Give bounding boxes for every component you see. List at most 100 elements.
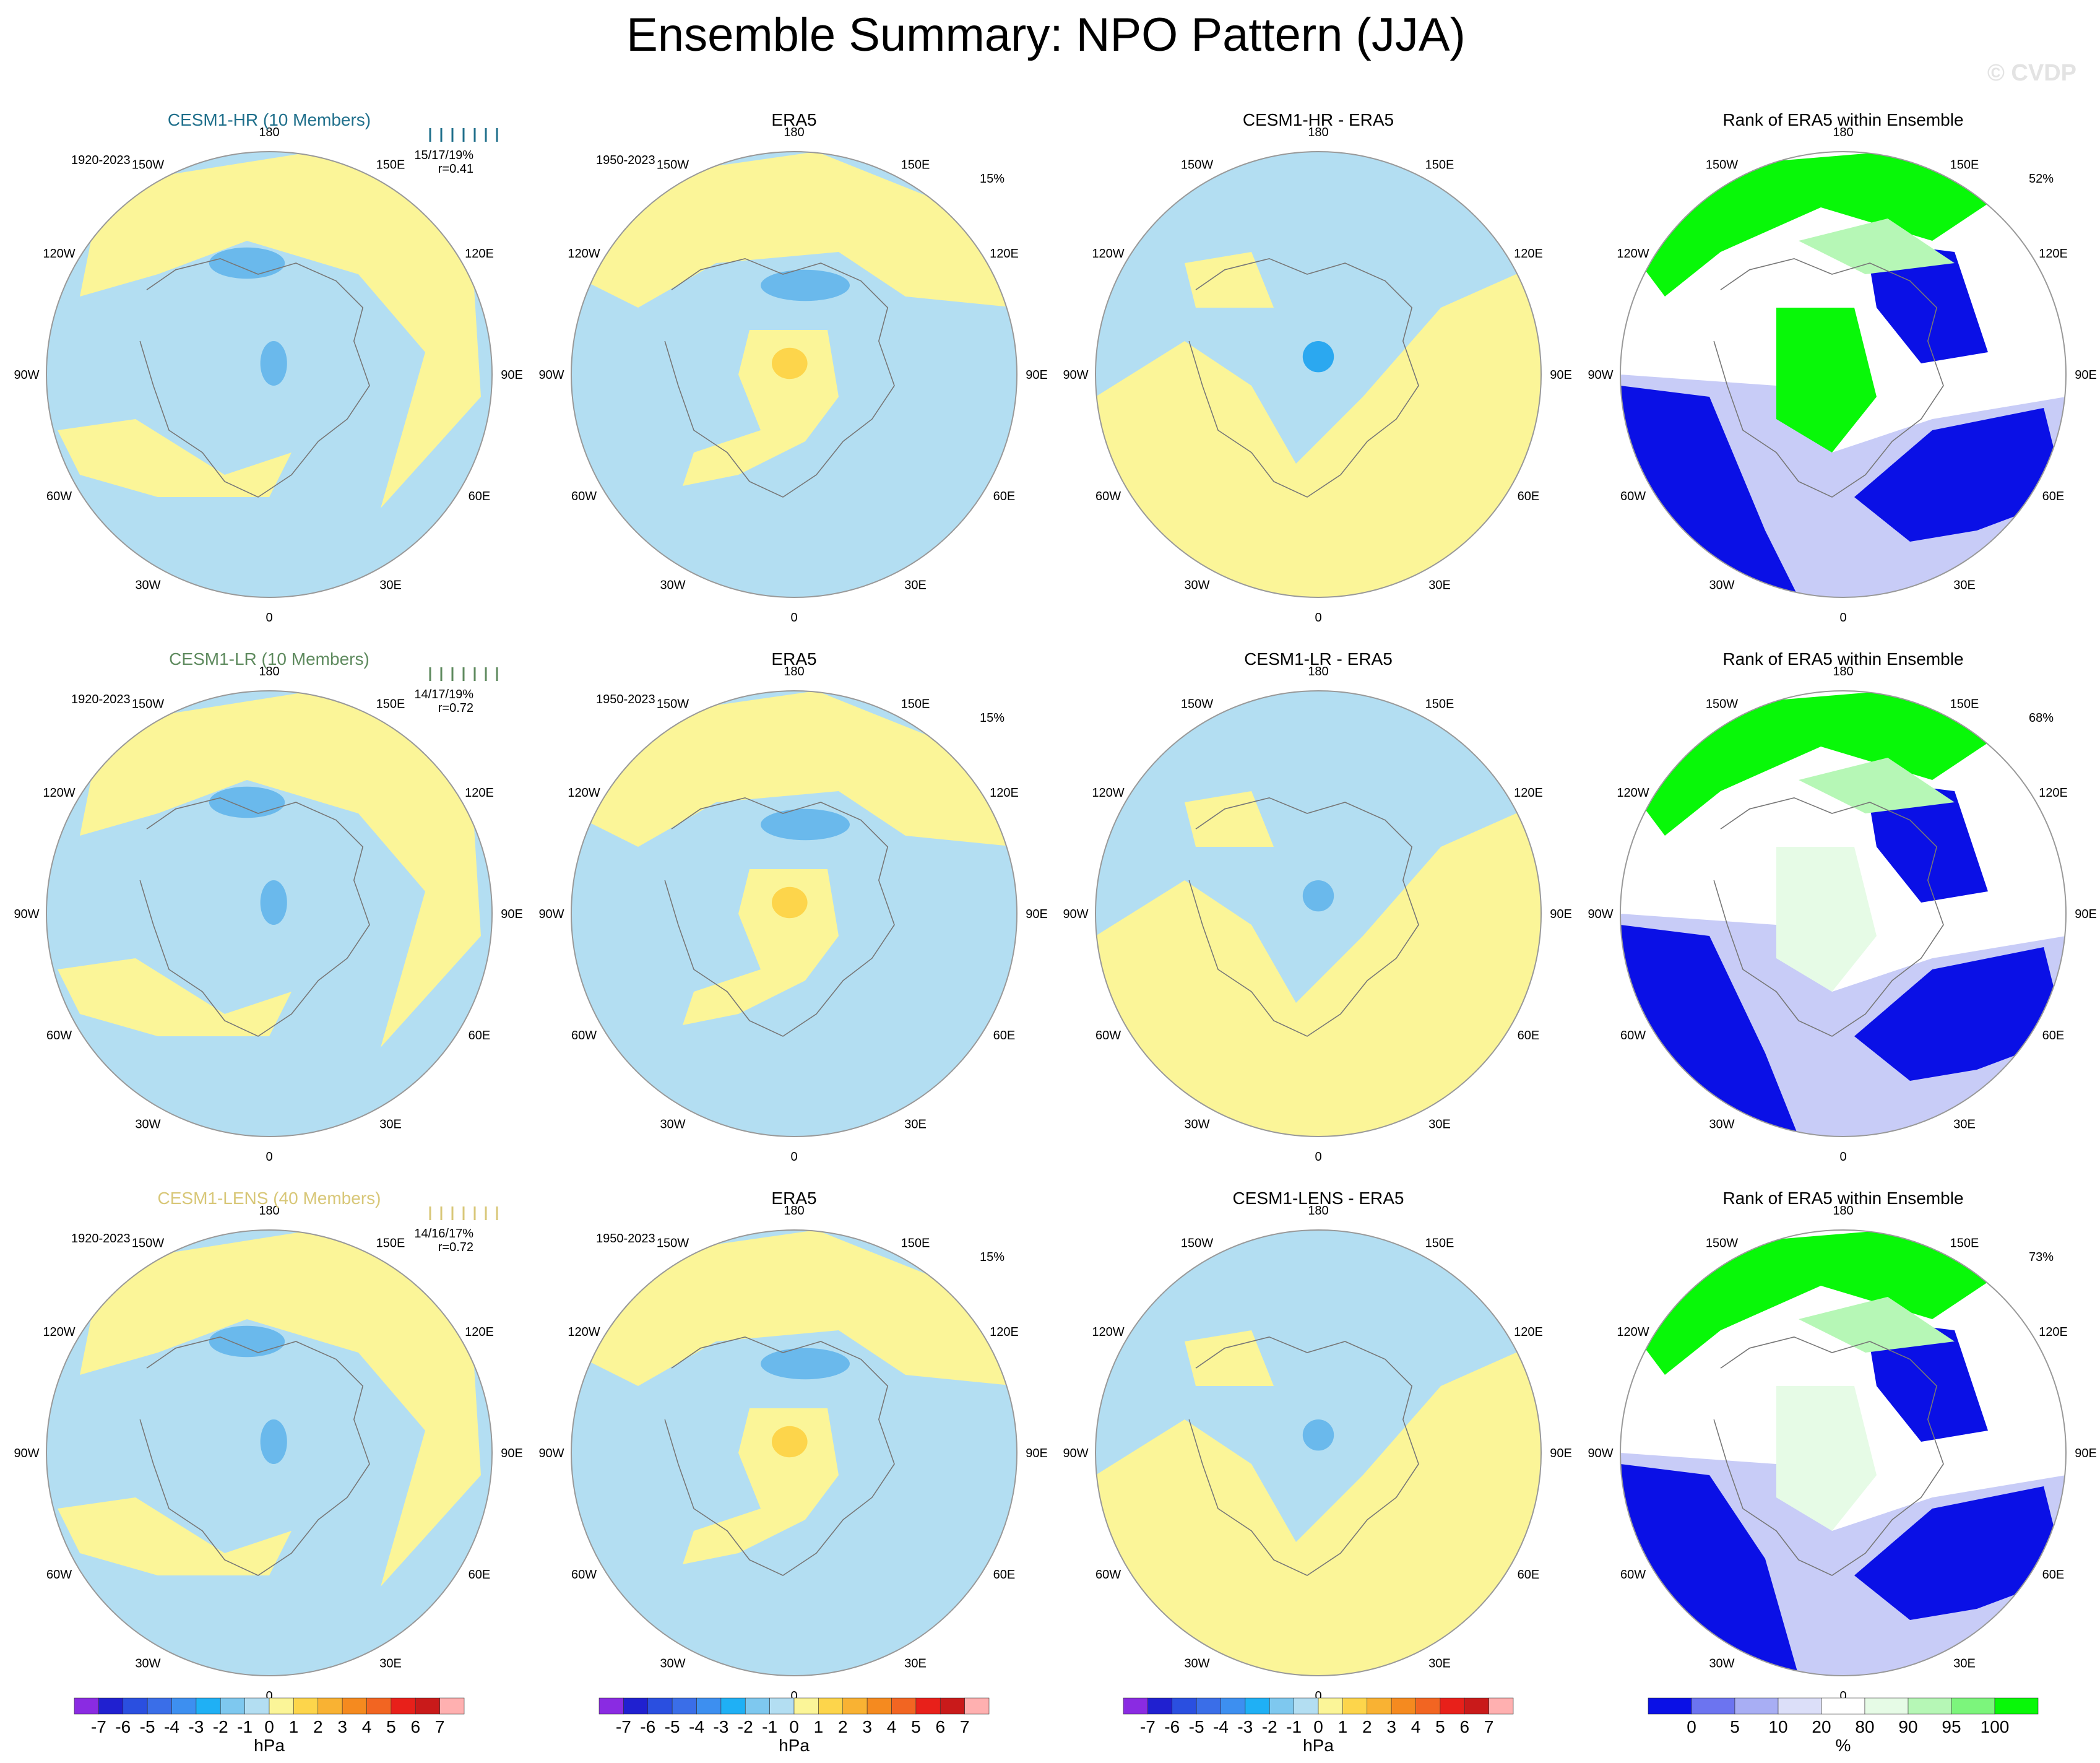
colorbar-tick-label: 7 bbox=[960, 1717, 970, 1736]
colorbar-tick-label: -1 bbox=[762, 1717, 777, 1736]
colorbar-swatch bbox=[1951, 1697, 1995, 1715]
negative-anomaly-pole bbox=[1302, 880, 1334, 912]
colorbar-tick-label: 6 bbox=[1459, 1717, 1469, 1736]
colorbar-swatch bbox=[1172, 1697, 1197, 1715]
longitude-label: 150W bbox=[657, 1237, 689, 1250]
coastline bbox=[1713, 1336, 1944, 1576]
colorbar-swatch bbox=[866, 1697, 892, 1715]
colorbar-swatch bbox=[147, 1697, 172, 1715]
colorbar-tick-label: 5 bbox=[1435, 1717, 1445, 1736]
positive-anomaly-north bbox=[80, 1230, 481, 1587]
panel-r3-c2: 180 150E 120E 90E 60E 30E 0 30W 60W 90W 120W 150W ER… bbox=[538, 1189, 1047, 1703]
model-stats: 15/17/19% bbox=[414, 149, 473, 162]
rank-low-region-north bbox=[1865, 780, 1988, 903]
longitude-label: 90E bbox=[1550, 907, 1572, 921]
longitude-label: 150W bbox=[132, 1237, 164, 1250]
coastline bbox=[139, 258, 370, 498]
colorbar-unit: % bbox=[1836, 1736, 1851, 1755]
colorbar-swatch bbox=[891, 1697, 917, 1715]
member-label: CESM1-HR (10 Members) bbox=[168, 110, 371, 129]
longitude-label: 60W bbox=[1095, 1568, 1121, 1582]
longitude-label: 60E bbox=[2042, 1568, 2065, 1582]
colorbar-tick-label: -7 bbox=[616, 1717, 631, 1736]
positive-anomaly-north bbox=[571, 1230, 1017, 1386]
colorbar-tick-label: -1 bbox=[1286, 1717, 1302, 1736]
colorbar-swatch bbox=[745, 1697, 770, 1715]
colorbar-tick-label: -5 bbox=[1189, 1717, 1204, 1736]
longitude-label: 90E bbox=[1026, 1447, 1048, 1460]
colorbar-swatch bbox=[1123, 1697, 1148, 1715]
longitude-label: 90W bbox=[14, 907, 39, 921]
longitude-label: 90W bbox=[538, 368, 564, 382]
obs-pct: 15% bbox=[980, 172, 1005, 186]
colorbar-tick-label: 4 bbox=[887, 1717, 897, 1736]
longitude-label: 60E bbox=[993, 490, 1016, 503]
longitude-label: 30E bbox=[1428, 1657, 1451, 1670]
longitude-label: 90W bbox=[1063, 368, 1088, 382]
positive-anomaly-south bbox=[1095, 802, 1541, 1137]
longitude-label: 60W bbox=[1095, 1029, 1121, 1042]
longitude-label: 180 bbox=[784, 1204, 804, 1218]
map-boundary bbox=[571, 1229, 1018, 1676]
model-r: r=0.72 bbox=[438, 1241, 473, 1254]
coastline bbox=[1188, 797, 1419, 1037]
longitude-label: 30W bbox=[1184, 578, 1209, 592]
panel-r3-c1: 180 150E 120E 90E 60E 30E 0 30W 60W 90W 120W 150W CE… bbox=[14, 1189, 522, 1703]
positive-anomaly-northwest bbox=[1185, 1330, 1274, 1386]
longitude-label: 0 bbox=[790, 611, 797, 625]
obs-pct: 15% bbox=[980, 1250, 1005, 1264]
longitude-label: 120E bbox=[990, 1325, 1019, 1339]
colorbar-tick-label: -7 bbox=[91, 1717, 106, 1736]
longitude-label: 30W bbox=[1184, 1657, 1209, 1670]
watermark: © CVDP bbox=[1987, 60, 2076, 86]
positive-anomaly-atlantic bbox=[58, 419, 292, 497]
longitude-label: 60W bbox=[571, 1029, 597, 1042]
longitude-label: 180 bbox=[1308, 126, 1328, 139]
rank-high-region bbox=[1631, 152, 1999, 297]
longitude-label: 150E bbox=[1950, 1237, 1979, 1250]
longitude-label: 0 bbox=[1839, 611, 1846, 625]
longitude-label: 150W bbox=[1706, 158, 1738, 172]
colorbar-unit: hPa bbox=[779, 1736, 810, 1755]
longitude-label: 150W bbox=[1706, 1237, 1738, 1250]
longitude-label: 90W bbox=[1063, 1447, 1088, 1460]
longitude-label: 150W bbox=[1181, 158, 1213, 172]
colorbar-swatch bbox=[1269, 1697, 1294, 1715]
longitude-label: 30W bbox=[135, 578, 160, 592]
longitude-label: 60E bbox=[469, 1029, 491, 1042]
rank-high-center bbox=[1776, 1386, 1877, 1531]
positive-anomaly-atlantic bbox=[58, 1497, 292, 1575]
panel-r3-c3: 180 150E 120E 90E 60E 30E 0 30W 60W 90W 120W 150W CE… bbox=[1063, 1189, 1571, 1703]
longitude-label: 150W bbox=[1181, 1237, 1213, 1250]
longitude-label: 150E bbox=[1950, 698, 1979, 711]
longitude-label: 150E bbox=[376, 698, 405, 711]
coastline bbox=[1188, 258, 1419, 498]
negative-anomaly-pole bbox=[1302, 341, 1334, 373]
longitude-label: 30E bbox=[904, 578, 927, 592]
colorbar-swatch bbox=[1196, 1697, 1221, 1715]
longitude-label: 60E bbox=[1518, 490, 1540, 503]
obs-period: 1950-2023 bbox=[596, 693, 655, 706]
longitude-label: 30W bbox=[1709, 578, 1734, 592]
longitude-label: 120W bbox=[43, 1325, 75, 1339]
longitude-label: 120W bbox=[1617, 247, 1649, 261]
map-2-3 bbox=[1095, 691, 1541, 1137]
longitude-label: 30E bbox=[379, 1117, 402, 1131]
map-boundary bbox=[1620, 1229, 2067, 1676]
obs-title: ERA5 bbox=[771, 110, 816, 129]
map-boundary bbox=[1095, 151, 1542, 598]
colorbar-swatch bbox=[1415, 1697, 1441, 1715]
longitude-label: 120E bbox=[2039, 786, 2068, 800]
longitude-label: 180 bbox=[784, 665, 804, 678]
longitude-label: 0 bbox=[266, 1689, 272, 1703]
longitude-label: 30E bbox=[1953, 578, 1976, 592]
longitude-label: 90W bbox=[538, 1447, 564, 1460]
longitude-label: 60E bbox=[1518, 1568, 1540, 1582]
longitude-label: 90W bbox=[1063, 907, 1088, 921]
longitude-label: 60E bbox=[993, 1568, 1016, 1582]
rank-colorbar: 0 5 10 20 80 90 95 100% bbox=[1648, 1697, 2039, 1755]
longitude-label: 120W bbox=[43, 247, 75, 261]
model-period: 1920-2023 bbox=[71, 154, 131, 167]
positive-anomaly-northwest bbox=[1185, 791, 1274, 847]
longitude-label: 180 bbox=[1833, 1204, 1853, 1218]
